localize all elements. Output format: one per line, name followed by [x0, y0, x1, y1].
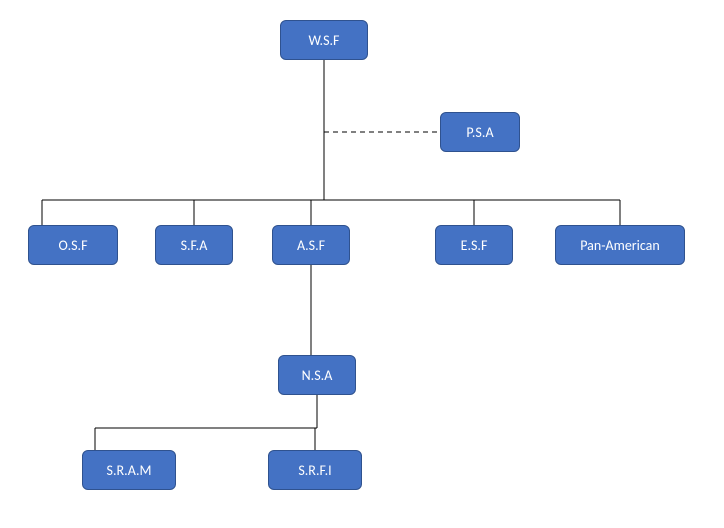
node-osf: O.S.F — [28, 225, 118, 265]
node-sram: S.R.A.M — [82, 450, 176, 490]
node-pan: Pan-American — [555, 225, 685, 265]
node-sfa: S.F.A — [155, 225, 233, 265]
node-asf: A.S.F — [272, 225, 350, 265]
node-wsf: W.S.F — [280, 20, 368, 60]
node-psa: P.S.A — [440, 112, 520, 152]
node-srfi: S.R.F.I — [268, 450, 362, 490]
node-nsa: N.S.A — [278, 355, 356, 395]
node-esf: E.S.F — [435, 225, 513, 265]
